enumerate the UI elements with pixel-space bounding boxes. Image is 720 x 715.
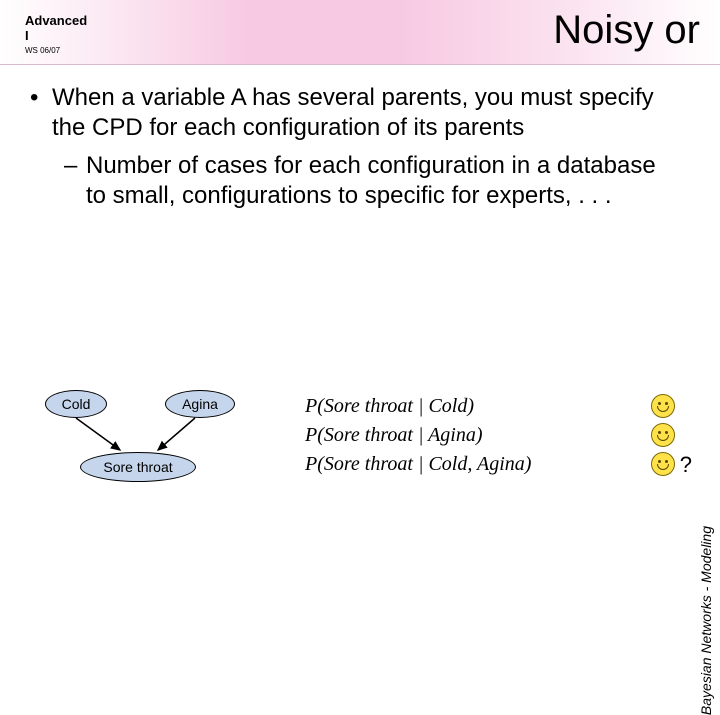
smiley-column xyxy=(651,394,675,481)
formula-1: P(Sore throat | Cold) xyxy=(305,392,531,421)
course-block: Advanced I WS 06/07 xyxy=(25,14,87,55)
course-term: WS 06/07 xyxy=(25,46,87,55)
node-cold: Cold xyxy=(45,390,107,418)
side-label: Bayesian Networks - Modeling xyxy=(698,526,714,715)
slide-title: Noisy or xyxy=(553,8,700,53)
smiley-icon xyxy=(651,423,675,447)
smiley-icon xyxy=(651,394,675,418)
slide-header: Advanced I WS 06/07 Noisy or xyxy=(0,0,720,65)
sub-marker: – xyxy=(64,151,86,211)
bullet-marker: • xyxy=(30,83,52,143)
bullet-sub: – Number of cases for each configuration… xyxy=(30,151,675,211)
formula-2: P(Sore throat | Agina) xyxy=(305,421,531,450)
formula-block: P(Sore throat | Cold) P(Sore throat | Ag… xyxy=(305,392,531,479)
smiley-icon xyxy=(651,452,675,476)
node-sore: Sore throat xyxy=(80,452,196,482)
formula-3: P(Sore throat | Cold, Agina) xyxy=(305,450,531,479)
course-line1: Advanced xyxy=(25,13,87,28)
node-agina: Agina xyxy=(165,390,235,418)
bullet-text: When a variable A has several parents, y… xyxy=(52,83,675,143)
arrow-agina-sore xyxy=(158,418,195,450)
bullet-main: • When a variable A has several parents,… xyxy=(30,83,675,143)
arrow-cold-sore xyxy=(76,418,120,450)
question-mark: ? xyxy=(680,452,692,478)
content-area: • When a variable A has several parents,… xyxy=(0,65,720,211)
sub-text: Number of cases for each configuration i… xyxy=(86,151,675,211)
bayes-diagram: Cold Agina Sore throat xyxy=(30,390,300,510)
course-line2: I xyxy=(25,28,29,43)
